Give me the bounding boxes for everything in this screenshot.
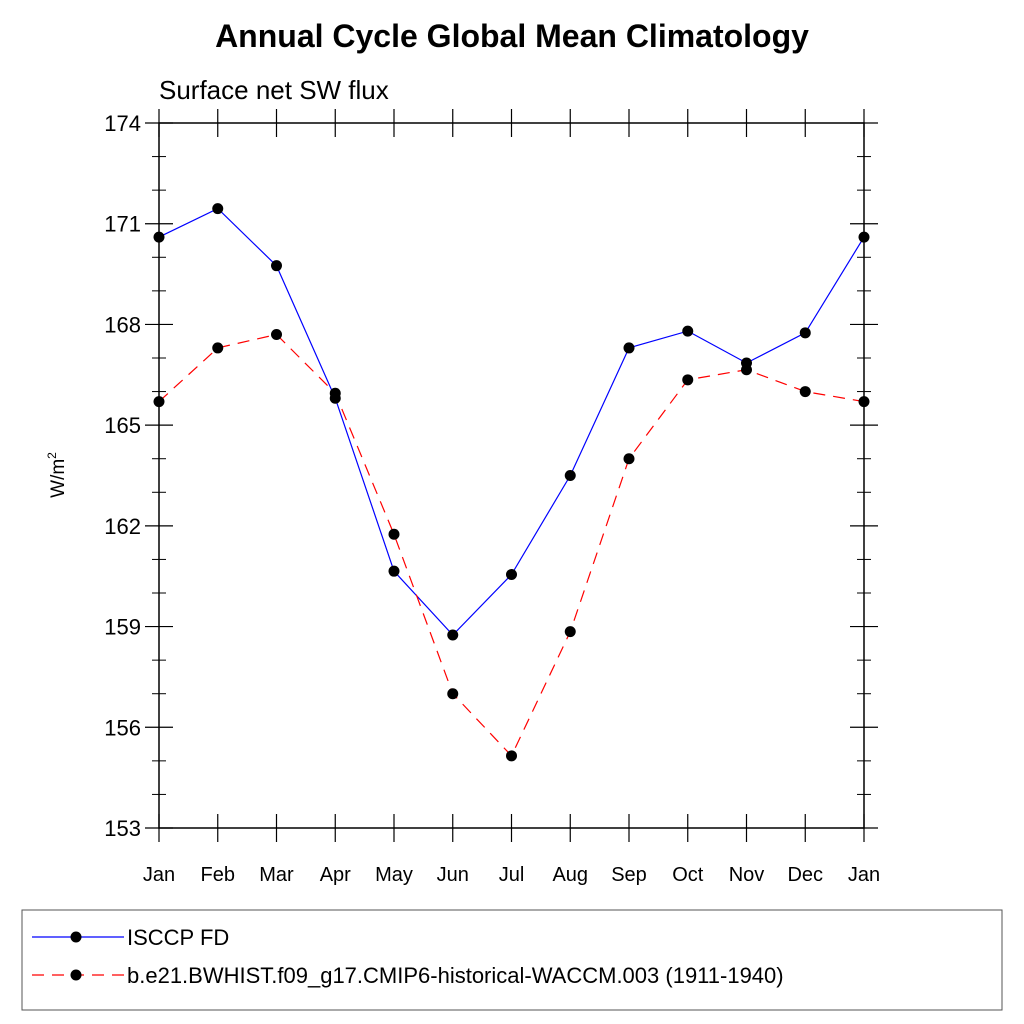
series-2-point: [506, 750, 517, 762]
y-tick-label: 174: [104, 111, 141, 136]
legend-items: ISCCP FD b.e21.BWHIST.f09_g17.CMIP6-histo…: [32, 925, 784, 988]
y-tick-label: 156: [104, 715, 141, 740]
series-2-point: [212, 342, 224, 354]
y-tick-labels: 153 156 159 162 165 168 171 174: [104, 111, 141, 841]
y-tick-label: 171: [104, 212, 141, 237]
x-tick-label: Feb: [201, 864, 235, 886]
y-tick-label: 153: [104, 816, 141, 841]
x-tick-label: Mar: [259, 864, 294, 886]
series-markers: [153, 203, 870, 762]
series-2-point: [741, 364, 752, 376]
series-1-point: [212, 203, 224, 215]
series-2-point: [329, 387, 341, 399]
x-tick-label: May: [375, 864, 413, 886]
y-tick-label: 162: [104, 514, 141, 539]
legend-label-2: b.e21.BWHIST.f09_g17.CMIP6-historical-WA…: [127, 963, 784, 988]
x-tick-label: Jun: [437, 864, 469, 886]
x-tick-label: Sep: [611, 864, 647, 886]
legend-marker-1: [70, 931, 82, 943]
y-tick-label: 159: [104, 615, 141, 640]
legend-box: [21, 909, 1003, 1011]
series-2-point: [858, 396, 870, 408]
series-line-2: [158, 333, 865, 757]
x-tick-label: Jul: [499, 864, 525, 886]
series-1-point: [858, 231, 870, 243]
series-1-point: [153, 231, 165, 243]
legend: ISCCP FD b.e21.BWHIST.f09_g17.CMIP6-histo…: [21, 909, 1003, 1011]
chart-title: Annual Cycle Global Mean Climatology: [215, 18, 809, 54]
series-2-point: [799, 386, 811, 398]
y-axis-label-superscript: 2: [45, 452, 59, 459]
svg-text:W/m2: W/m2: [45, 452, 69, 498]
plot-frame: [158, 122, 865, 829]
x-tick-label: Jan: [848, 864, 880, 886]
y-axis-label: W/m2: [45, 452, 69, 498]
series-2-point: [153, 396, 165, 408]
series-1-point: [623, 342, 635, 354]
x-tick-labels: Jan Feb Mar Apr May Jun Jul Aug Sep Oct Nov Dec Jan: [143, 864, 880, 886]
x-tick-label: Oct: [672, 864, 704, 886]
series-2-point: [564, 626, 576, 638]
x-tick-label: Aug: [552, 864, 588, 886]
legend-label-1: ISCCP FD: [127, 925, 229, 950]
y-axis-label-base: W/m: [48, 459, 69, 498]
x-tick-label: Nov: [729, 864, 765, 886]
y-tick-label: 168: [104, 312, 141, 337]
series-1-point: [388, 565, 400, 577]
series-2-point: [682, 374, 694, 386]
series-1-point: [447, 629, 459, 641]
legend-marker-2: [70, 969, 82, 981]
series-1-point: [799, 327, 811, 339]
x-tick-label: Jan: [143, 864, 175, 886]
x-tick-label: Apr: [320, 864, 351, 886]
x-tick-label: Dec: [787, 864, 823, 886]
series-2-point: [388, 528, 400, 540]
chart-subtitle: Surface net SW flux: [159, 75, 389, 105]
series-2-point: [271, 329, 282, 340]
series-2-point: [447, 688, 459, 700]
series-lines: [158, 207, 865, 757]
axis-ticks: [145, 109, 878, 842]
series-1-point: [271, 260, 282, 272]
series-1-point: [564, 470, 576, 481]
series-2-point: [623, 453, 635, 465]
series-1-point: [682, 325, 694, 337]
y-tick-label: 165: [104, 413, 141, 438]
series-1-point: [506, 569, 517, 581]
